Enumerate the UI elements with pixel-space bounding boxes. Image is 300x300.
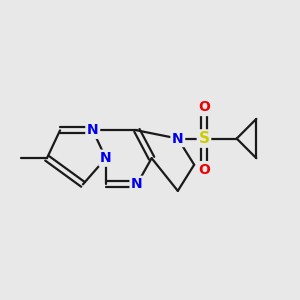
Text: N: N [172, 131, 184, 146]
Text: S: S [199, 131, 209, 146]
Text: O: O [198, 100, 210, 115]
Text: N: N [100, 151, 112, 165]
Text: O: O [198, 163, 210, 177]
Text: N: N [87, 123, 99, 137]
Text: N: N [131, 177, 143, 191]
